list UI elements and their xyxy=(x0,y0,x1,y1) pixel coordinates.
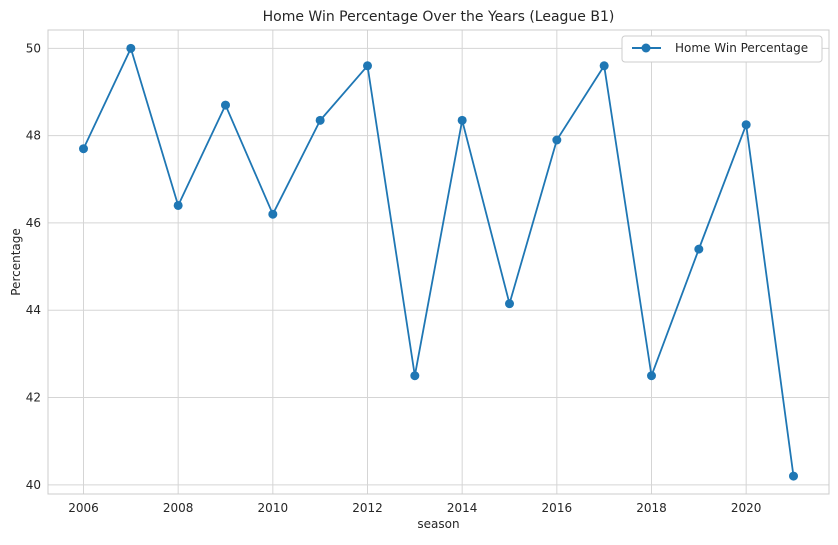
y-tick-label: 50 xyxy=(26,41,41,55)
data-point xyxy=(552,135,562,145)
data-point xyxy=(741,120,751,130)
y-tick-label: 40 xyxy=(26,478,41,492)
data-point xyxy=(789,471,798,481)
series-line xyxy=(82,47,795,477)
x-tick-label: 2006 xyxy=(68,501,99,515)
x-tick-label: 2020 xyxy=(731,501,762,515)
x-axis-label: season xyxy=(417,517,459,531)
x-tick-label: 2012 xyxy=(352,501,383,515)
y-tick-labels: 40 42 44 46 48 50 xyxy=(26,41,41,492)
data-point xyxy=(315,115,325,125)
data-point xyxy=(79,144,88,154)
legend-label: Home Win Percentage xyxy=(675,41,808,55)
y-tick-label: 48 xyxy=(26,129,41,143)
data-point xyxy=(268,209,278,219)
data-point xyxy=(647,371,656,381)
y-tick-label: 42 xyxy=(26,391,41,405)
x-tick-label: 2018 xyxy=(636,501,667,515)
x-tick-label: 2010 xyxy=(258,501,289,515)
data-point xyxy=(126,43,136,53)
y-tick-label: 46 xyxy=(26,216,41,230)
grid xyxy=(48,30,829,494)
plot-area xyxy=(47,29,830,495)
y-tick-label: 44 xyxy=(26,303,41,317)
data-point xyxy=(221,100,230,110)
legend: Home Win Percentage xyxy=(621,35,823,63)
data-point xyxy=(505,299,514,309)
legend-point-marker xyxy=(641,43,651,53)
y-axis-label: Percentage xyxy=(9,228,23,296)
x-tick-label: 2016 xyxy=(542,501,573,515)
x-tick-label: 2014 xyxy=(447,501,478,515)
series-layer xyxy=(79,43,798,481)
data-point xyxy=(363,61,372,71)
x-tick-labels: 2006 2008 2010 2012 2014 2016 2018 2020 xyxy=(68,501,761,515)
legend-box xyxy=(621,35,823,63)
data-point xyxy=(599,61,609,71)
data-point xyxy=(457,115,467,125)
chart-title: Home Win Percentage Over the Years (Leag… xyxy=(263,9,615,25)
data-point xyxy=(410,371,420,381)
x-tick-label: 2008 xyxy=(163,501,194,515)
data-point xyxy=(694,244,704,254)
data-point xyxy=(173,200,183,210)
